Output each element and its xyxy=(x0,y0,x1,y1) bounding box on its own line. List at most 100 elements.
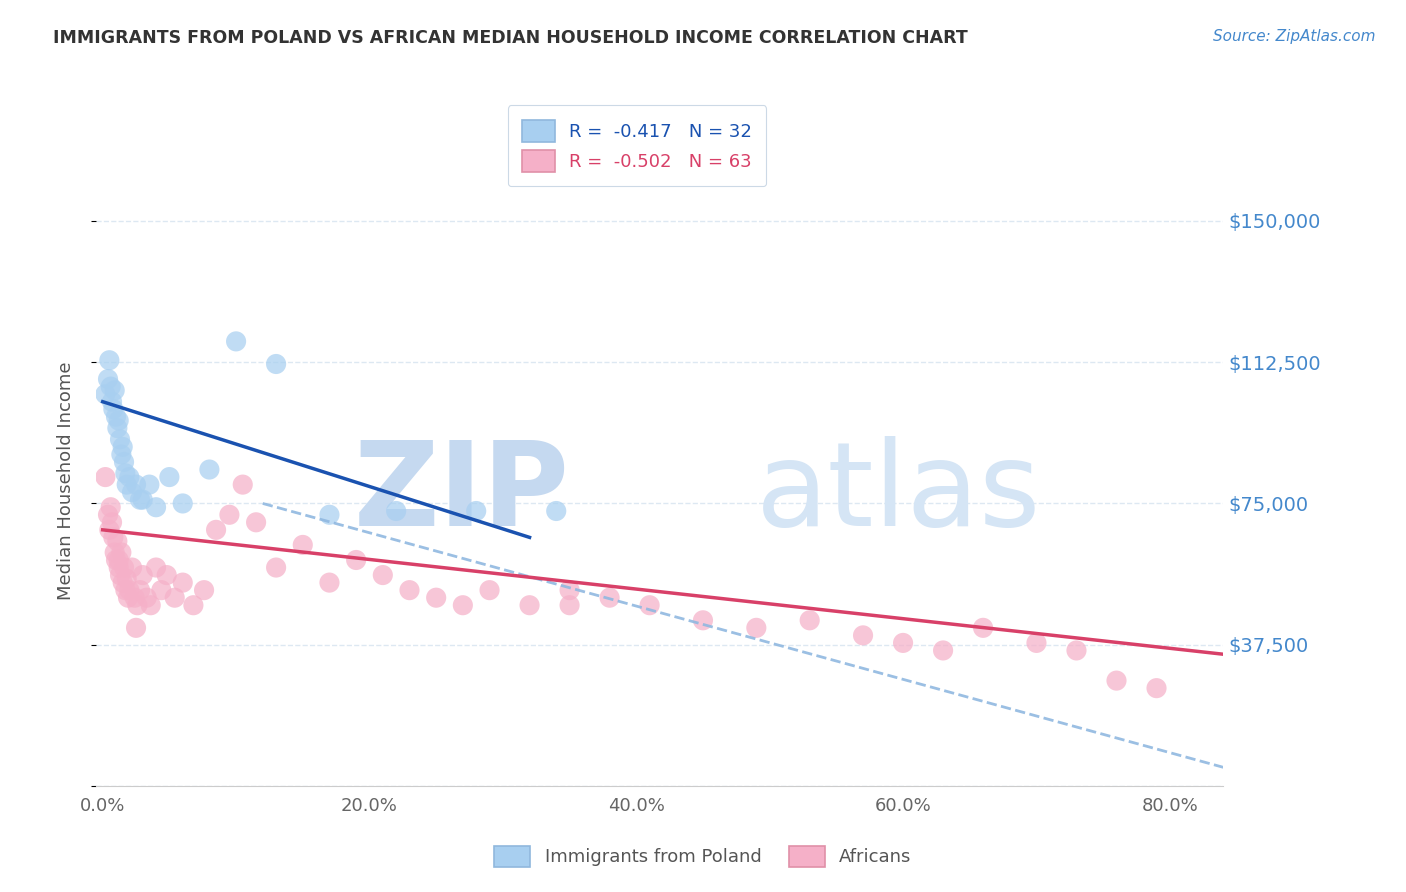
Point xyxy=(157,470,180,484)
Point xyxy=(891,636,914,650)
Point xyxy=(1025,636,1047,650)
Point xyxy=(932,643,955,657)
Point xyxy=(692,613,714,627)
Y-axis label: Median Household Income: Median Household Income xyxy=(58,361,75,600)
Point xyxy=(111,440,134,454)
Point xyxy=(114,583,136,598)
Point xyxy=(139,599,162,613)
Point xyxy=(115,477,138,491)
Point xyxy=(105,534,128,549)
Point xyxy=(193,583,215,598)
Point xyxy=(110,545,132,559)
Text: atlas: atlas xyxy=(755,435,1040,550)
Point xyxy=(465,504,488,518)
Point xyxy=(245,516,267,530)
Point xyxy=(114,467,136,481)
Point xyxy=(121,485,143,500)
Point xyxy=(478,583,501,598)
Point xyxy=(198,462,221,476)
Point xyxy=(344,553,367,567)
Point xyxy=(115,572,138,586)
Point xyxy=(131,568,153,582)
Point xyxy=(225,334,247,349)
Point xyxy=(638,599,661,613)
Point xyxy=(546,504,568,518)
Point xyxy=(111,575,134,590)
Point xyxy=(145,500,167,515)
Point xyxy=(104,384,127,398)
Point xyxy=(94,470,117,484)
Point xyxy=(94,387,117,401)
Point xyxy=(98,523,121,537)
Point xyxy=(1146,681,1168,695)
Point xyxy=(150,583,173,598)
Point xyxy=(129,492,152,507)
Point xyxy=(138,477,160,491)
Point xyxy=(318,575,340,590)
Point xyxy=(558,583,581,598)
Point xyxy=(129,583,152,598)
Point xyxy=(105,409,128,424)
Point xyxy=(98,353,121,368)
Point xyxy=(124,591,146,605)
Point xyxy=(105,553,128,567)
Point xyxy=(385,504,408,518)
Point xyxy=(451,599,474,613)
Point xyxy=(1105,673,1128,688)
Point xyxy=(799,613,821,627)
Point xyxy=(108,433,131,447)
Point xyxy=(264,560,287,574)
Point xyxy=(145,560,167,574)
Point xyxy=(107,553,129,567)
Point xyxy=(101,394,124,409)
Point xyxy=(172,496,194,510)
Point xyxy=(97,508,120,522)
Point xyxy=(371,568,394,582)
Point xyxy=(118,470,141,484)
Point xyxy=(205,523,228,537)
Point xyxy=(131,492,153,507)
Point xyxy=(108,568,131,582)
Point xyxy=(264,357,287,371)
Point xyxy=(107,560,129,574)
Point xyxy=(110,447,132,461)
Point xyxy=(425,591,447,605)
Point xyxy=(112,455,135,469)
Point xyxy=(117,591,139,605)
Point xyxy=(100,500,122,515)
Point xyxy=(135,591,157,605)
Point xyxy=(107,413,129,427)
Point xyxy=(218,508,240,522)
Point xyxy=(745,621,768,635)
Point xyxy=(232,477,254,491)
Point xyxy=(599,591,621,605)
Text: Source: ZipAtlas.com: Source: ZipAtlas.com xyxy=(1212,29,1375,44)
Point xyxy=(558,599,581,613)
Point xyxy=(183,599,205,613)
Point xyxy=(103,402,125,417)
Point xyxy=(118,583,141,598)
Point xyxy=(127,599,149,613)
Legend: R =  -0.417   N = 32, R =  -0.502   N = 63: R = -0.417 N = 32, R = -0.502 N = 63 xyxy=(508,105,766,186)
Point xyxy=(163,591,186,605)
Point xyxy=(101,516,124,530)
Text: IMMIGRANTS FROM POLAND VS AFRICAN MEDIAN HOUSEHOLD INCOME CORRELATION CHART: IMMIGRANTS FROM POLAND VS AFRICAN MEDIAN… xyxy=(53,29,969,46)
Point xyxy=(121,560,143,574)
Point xyxy=(519,599,541,613)
Point xyxy=(852,628,875,642)
Point xyxy=(156,568,179,582)
Point xyxy=(125,477,148,491)
Point xyxy=(172,575,194,590)
Point xyxy=(318,508,340,522)
Legend: Immigrants from Poland, Africans: Immigrants from Poland, Africans xyxy=(486,838,920,874)
Point xyxy=(972,621,994,635)
Point xyxy=(398,583,420,598)
Point xyxy=(100,379,122,393)
Point xyxy=(1066,643,1088,657)
Point xyxy=(105,421,128,435)
Text: ZIP: ZIP xyxy=(353,435,569,550)
Point xyxy=(104,545,127,559)
Point xyxy=(291,538,314,552)
Point xyxy=(125,621,148,635)
Point xyxy=(97,372,120,386)
